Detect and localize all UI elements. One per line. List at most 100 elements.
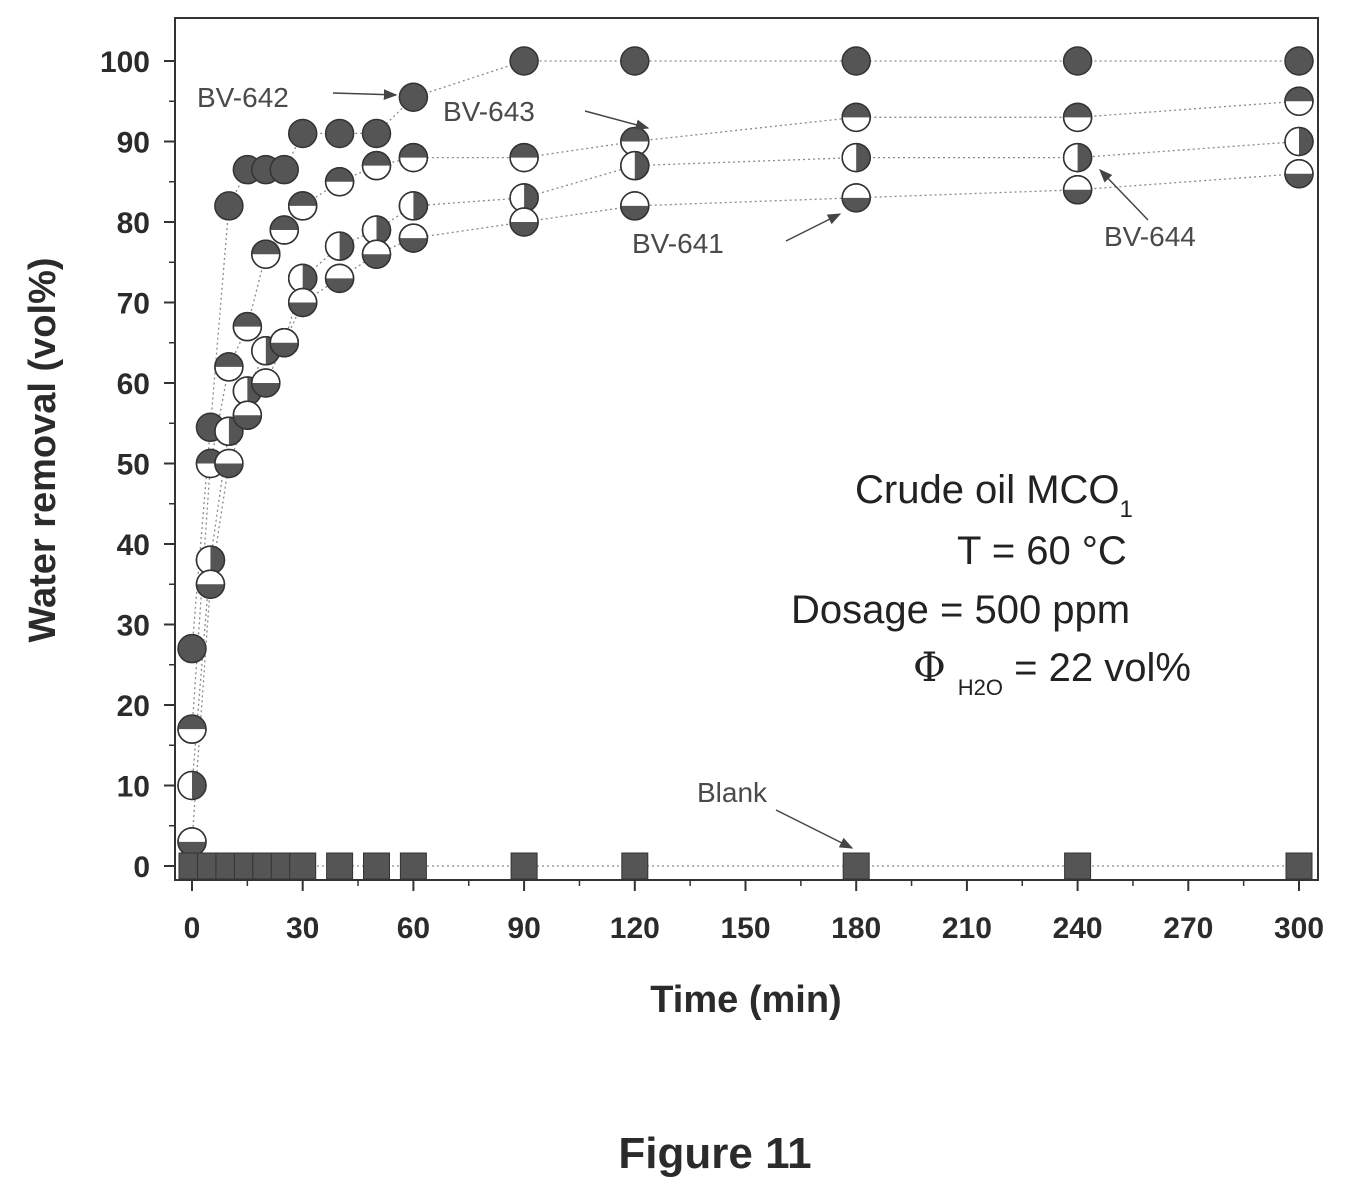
arrow-bv-643 bbox=[584, 110, 650, 131]
condition-water-content: = 22 vol% bbox=[1003, 646, 1191, 690]
label-bv-644: BV-644 bbox=[1104, 221, 1196, 252]
x-tick-label: 270 bbox=[1163, 912, 1213, 945]
y-tick-label: 40 bbox=[117, 529, 150, 562]
data-point-bv-641 bbox=[841, 183, 871, 213]
x-axis-ticks: 0 30 60 90 120 150 180 210 240 270 300 bbox=[184, 880, 1324, 945]
y-tick-label: 60 bbox=[117, 368, 150, 401]
data-point-bv-641 bbox=[324, 263, 355, 294]
data-point-bv-642 bbox=[214, 191, 244, 221]
x-tick-label: 0 bbox=[184, 912, 201, 945]
data-point-bv-644 bbox=[324, 231, 355, 261]
x-tick-label: 150 bbox=[720, 912, 770, 945]
label-blank: Blank bbox=[697, 777, 768, 808]
data-point-bv-642 bbox=[1062, 46, 1093, 76]
x-tick-label: 120 bbox=[610, 912, 660, 945]
data-point-bv-643 bbox=[269, 215, 299, 245]
condition-phi-symbol: Φ bbox=[913, 645, 946, 691]
condition-crude-oil: Crude oil MCO bbox=[855, 468, 1120, 512]
data-point-bv-643 bbox=[251, 239, 281, 269]
data-point-blank bbox=[399, 852, 427, 880]
y-tick-label: 10 bbox=[117, 771, 150, 804]
arrow-bv-641 bbox=[785, 213, 842, 242]
y-tick-label: 20 bbox=[117, 690, 150, 723]
data-point-bv-643 bbox=[841, 102, 871, 133]
condition-crude-oil-subscript: 1 bbox=[1120, 496, 1133, 523]
y-tick-label: 30 bbox=[117, 610, 150, 643]
label-bv-641: BV-641 bbox=[632, 228, 724, 259]
data-point-bv-644 bbox=[841, 142, 871, 173]
data-point-bv-643 bbox=[324, 167, 355, 197]
y-tick-label: 0 bbox=[133, 851, 150, 884]
svg-text:Crude oil MCO1: Crude oil MCO1 bbox=[855, 468, 1133, 523]
data-point-bv-643 bbox=[1062, 102, 1093, 133]
y-axis-ticks: 0 10 20 30 40 50 60 70 80 90 100 bbox=[100, 46, 175, 884]
x-tick-label: 300 bbox=[1274, 912, 1324, 945]
data-point-bv-644 bbox=[195, 545, 226, 575]
y-axis-title: Water removal (vol%) bbox=[22, 257, 64, 642]
data-point-bv-641 bbox=[195, 569, 226, 599]
data-point-bv-643 bbox=[287, 191, 318, 221]
data-point-bv-644 bbox=[1062, 142, 1093, 173]
series-line-bv-642 bbox=[191, 60, 1299, 649]
data-point-bv-641 bbox=[177, 827, 207, 857]
y-tick-label: 90 bbox=[117, 127, 150, 160]
condition-dosage: Dosage = 500 ppm bbox=[791, 588, 1130, 632]
data-point-bv-642 bbox=[324, 118, 355, 149]
arrow-blank bbox=[775, 809, 854, 849]
data-point-blank bbox=[842, 852, 870, 880]
data-point-bv-642 bbox=[398, 82, 429, 112]
data-point-bv-641 bbox=[251, 368, 281, 398]
data-point-bv-643 bbox=[232, 311, 263, 342]
data-point-blank bbox=[1285, 852, 1313, 880]
conditions-box: Crude oil MCO1 T = 60 °C Dosage = 500 pp… bbox=[791, 468, 1191, 700]
series-lines bbox=[191, 60, 1300, 867]
arrow-bv-642 bbox=[332, 89, 398, 101]
data-point-bv-642 bbox=[1284, 46, 1314, 76]
series-markers bbox=[177, 46, 1314, 880]
series-line-bv-641 bbox=[191, 173, 1300, 842]
label-bv-642: BV-642 bbox=[197, 82, 289, 113]
data-point-bv-642 bbox=[177, 633, 207, 664]
data-point-blank bbox=[1064, 852, 1092, 880]
y-tick-label: 50 bbox=[117, 449, 150, 482]
data-point-blank bbox=[621, 852, 649, 880]
annotation-arrows bbox=[332, 89, 1149, 849]
x-tick-label: 240 bbox=[1053, 912, 1103, 945]
data-point-bv-642 bbox=[509, 46, 539, 76]
data-point-bv-644 bbox=[398, 191, 429, 221]
data-point-bv-643 bbox=[214, 352, 244, 382]
data-point-blank bbox=[510, 852, 538, 880]
label-bv-643: BV-643 bbox=[443, 96, 535, 127]
x-tick-label: 30 bbox=[286, 912, 319, 945]
data-point-bv-641 bbox=[269, 328, 299, 358]
data-point-bv-643 bbox=[177, 714, 207, 744]
data-point-bv-643 bbox=[1284, 86, 1314, 116]
arrow-bv-644 bbox=[1099, 169, 1149, 221]
data-point-bv-642 bbox=[841, 46, 871, 76]
data-point-bv-641 bbox=[361, 239, 392, 269]
plot-frame bbox=[174, 17, 1319, 881]
y-tick-label: 100 bbox=[100, 46, 150, 79]
data-point-bv-641 bbox=[287, 287, 318, 318]
data-point-bv-641 bbox=[509, 207, 539, 237]
x-axis-title: Time (min) bbox=[650, 979, 841, 1021]
y-tick-label: 70 bbox=[117, 288, 150, 321]
data-point-bv-642 bbox=[620, 46, 650, 76]
data-point-blank bbox=[326, 852, 354, 880]
data-point-bv-642 bbox=[361, 118, 392, 149]
data-point-bv-643 bbox=[398, 142, 429, 173]
data-point-bv-641 bbox=[214, 448, 244, 479]
data-point-bv-644 bbox=[620, 150, 650, 181]
data-point-blank bbox=[289, 852, 317, 880]
data-point-bv-642 bbox=[287, 118, 318, 149]
data-point-bv-642 bbox=[269, 154, 299, 185]
data-point-bv-643 bbox=[509, 142, 539, 173]
x-tick-label: 210 bbox=[942, 912, 992, 945]
data-point-bv-641 bbox=[398, 223, 429, 253]
figure-caption: Figure 11 bbox=[618, 1129, 811, 1178]
x-tick-label: 180 bbox=[831, 912, 881, 945]
series-line-bv-643 bbox=[191, 100, 1300, 730]
data-point-bv-643 bbox=[361, 150, 392, 181]
data-point-bv-644 bbox=[1284, 126, 1314, 157]
